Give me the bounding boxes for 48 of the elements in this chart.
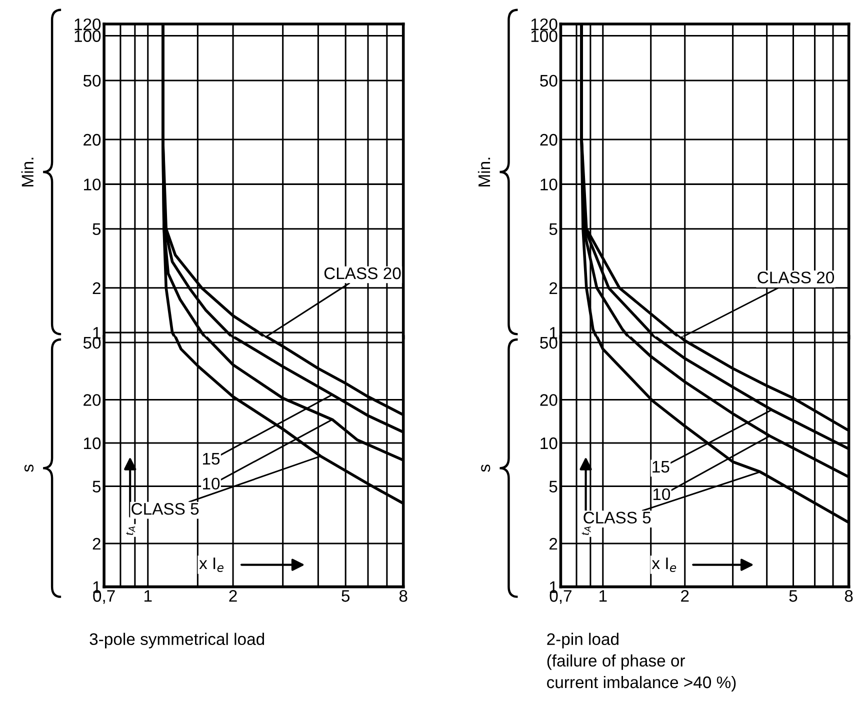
y-tick-label: 10	[84, 178, 101, 190]
y-tick-label: 5	[92, 480, 101, 492]
y-tick-label: 2	[550, 538, 558, 550]
y-tick-label: 2	[92, 282, 100, 294]
y-axis-title: t$_{A}$	[582, 526, 591, 535]
text: Min.	[21, 158, 34, 186]
annotation: 10	[203, 478, 220, 490]
y-tick-label: 20	[84, 134, 101, 146]
text: s	[24, 464, 34, 472]
x-axis-title: x I$_{e}$	[199, 558, 224, 572]
text: 2-pin load (failure of phase or current imbalance >40 %)	[547, 632, 736, 692]
annotation: CLASS 5	[132, 503, 199, 515]
y-tick-label: 20	[540, 394, 558, 406]
x-tick-label: 2	[229, 590, 237, 602]
y-tick-label: 10	[540, 178, 558, 190]
y-tick-label: 10	[84, 437, 101, 450]
y-tick-label: 120	[74, 18, 101, 30]
y-tick-label: 5	[549, 223, 558, 236]
annotation: CLASS 20	[324, 267, 401, 280]
annotation: CLASS 5	[584, 512, 651, 524]
x-tick-label: 8	[844, 590, 853, 602]
x-tick-label: 5	[789, 590, 798, 602]
annotation: 10	[653, 488, 670, 500]
y-tick-label: 5	[92, 223, 101, 236]
text: Min.	[478, 158, 490, 186]
y-tick-label: 2	[92, 538, 100, 550]
y-tick-label: 100	[74, 30, 101, 42]
annotation: 15	[203, 453, 220, 465]
text: 3-pole symmetrical load	[90, 632, 264, 648]
y-tick-label: 5	[549, 480, 558, 492]
x-tick-label: 1	[144, 590, 152, 602]
y-tick-label: 2	[550, 282, 558, 294]
y-tick-label: 100	[531, 30, 558, 42]
y-axis-title: t$_{A}$	[126, 526, 136, 535]
x-tick-label: 1	[600, 590, 607, 602]
text: s	[481, 464, 490, 472]
annotation: CLASS 20	[758, 272, 834, 284]
x-tick-label: 2	[681, 590, 689, 602]
y-tick-label: 50	[540, 74, 558, 87]
y-tick-label: 10	[540, 437, 558, 450]
y-tick-label: 20	[84, 394, 101, 406]
x-tick-label: 5	[342, 590, 350, 602]
x-axis-title: x I$_{e}$	[652, 558, 676, 572]
x-tick-label: 8	[399, 590, 408, 602]
y-tick-label: 120	[531, 18, 558, 30]
y-tick-label: 20	[540, 134, 558, 146]
annotation: 15	[652, 461, 670, 473]
y-tick-label: 50	[83, 74, 101, 87]
